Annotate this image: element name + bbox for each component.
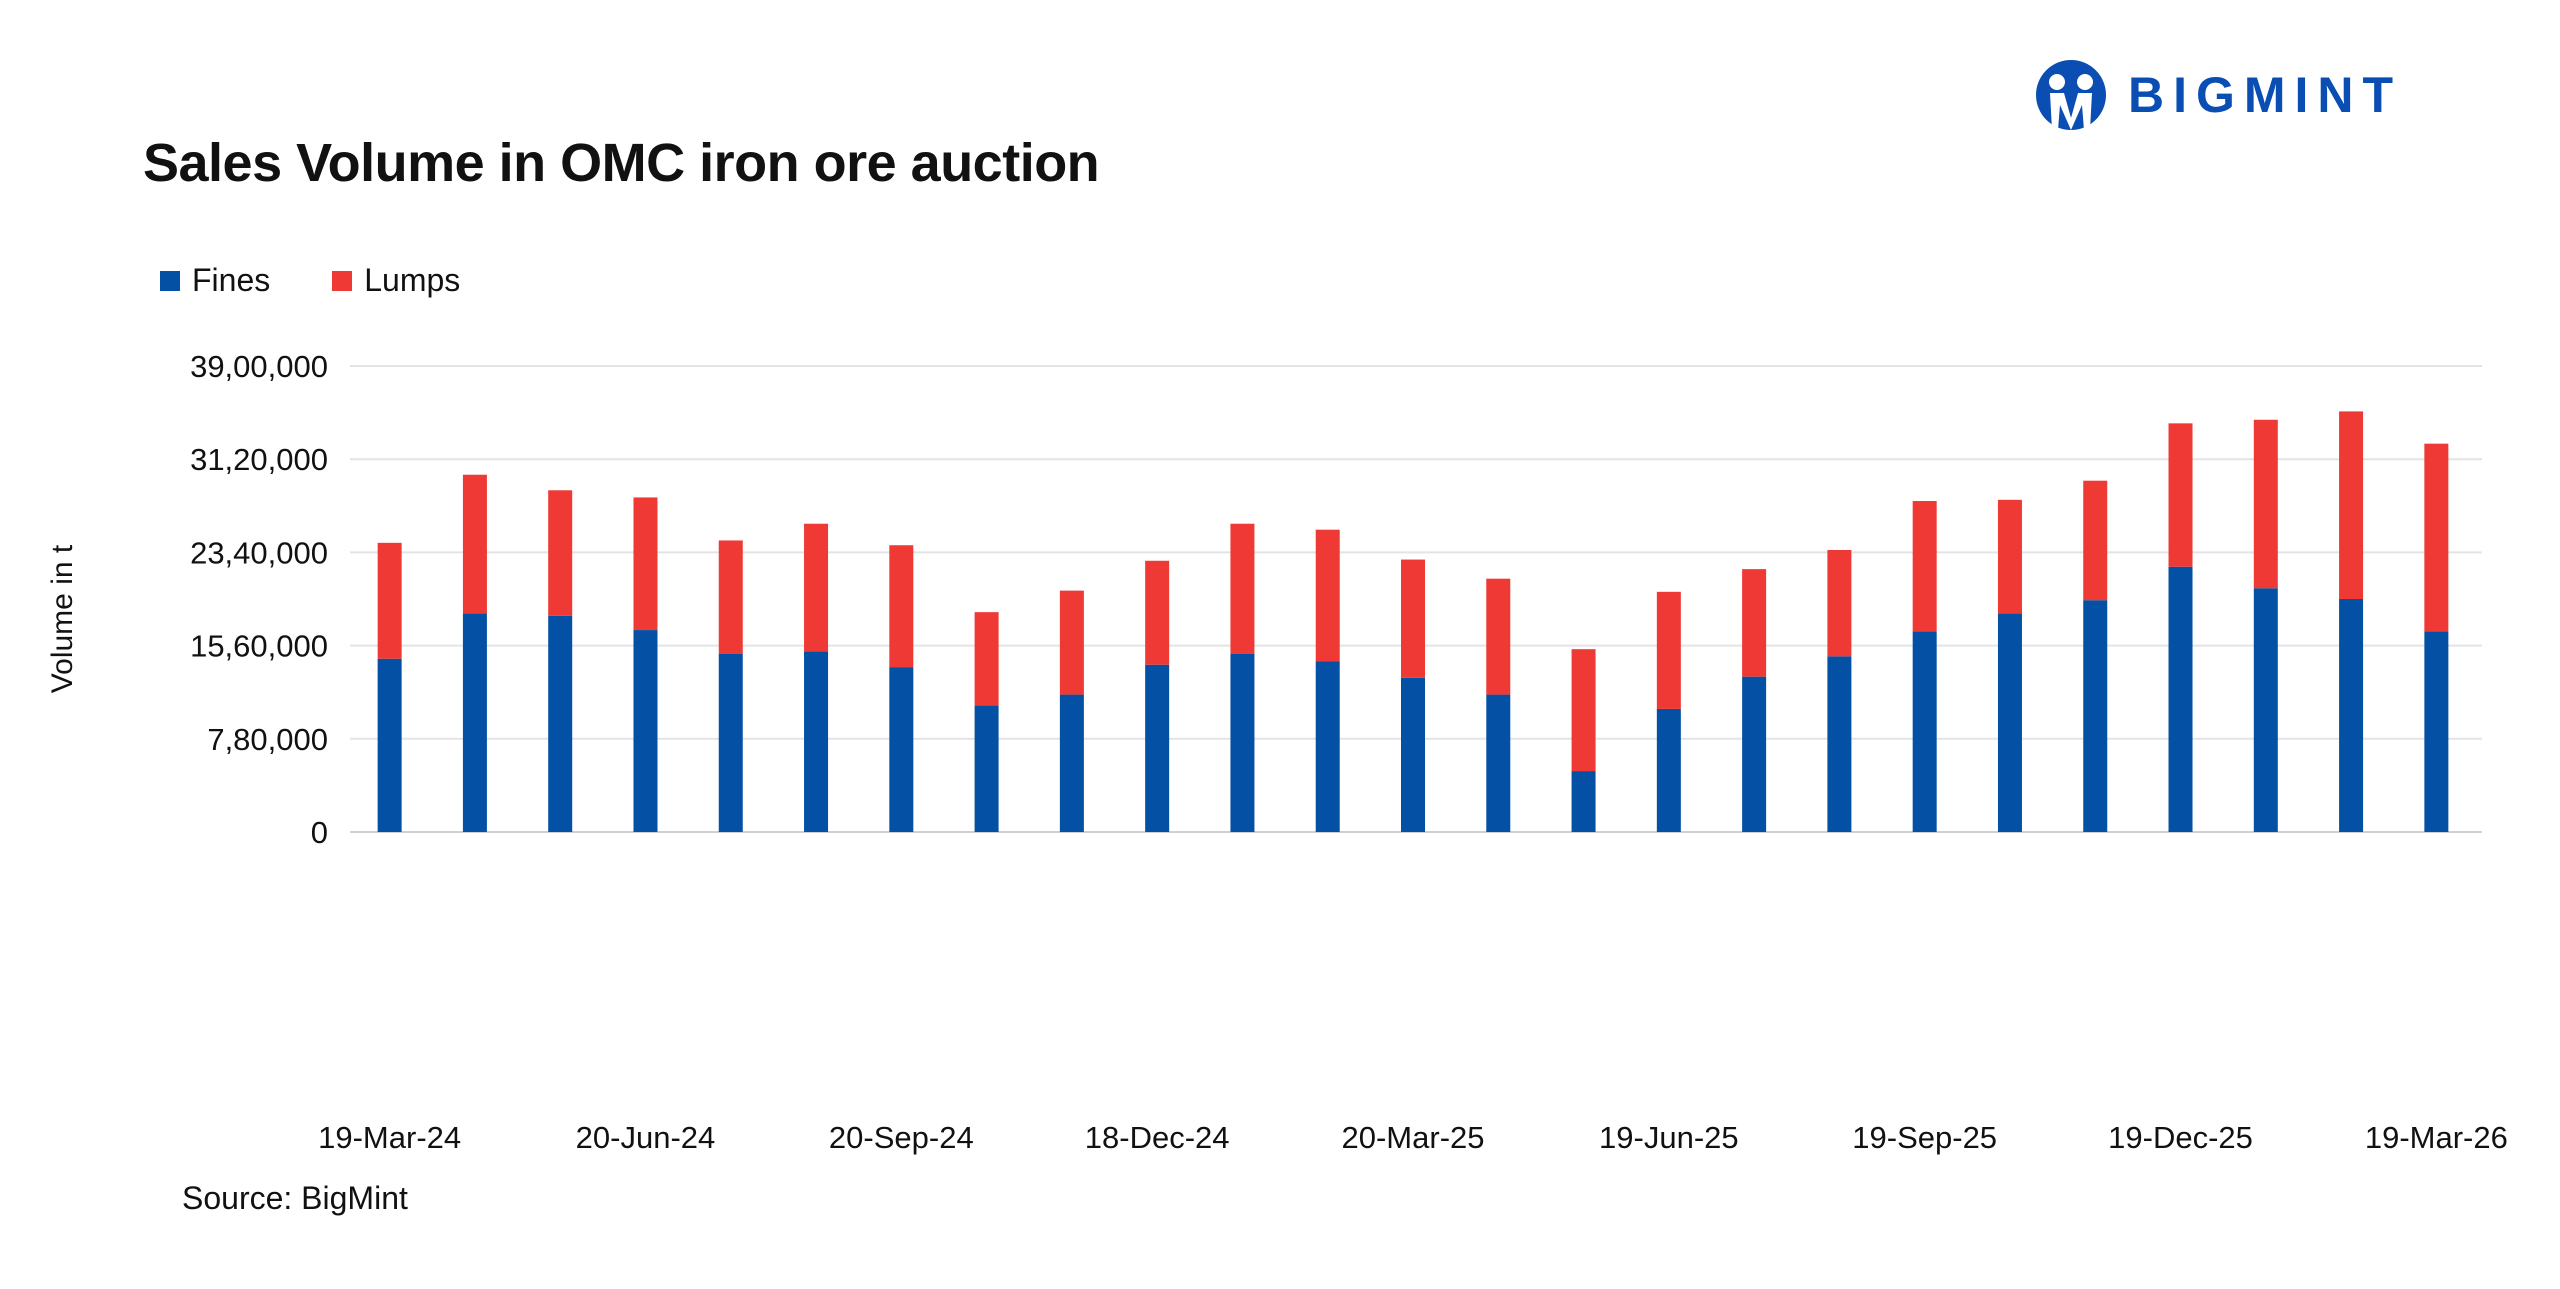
bar-fines <box>633 630 658 832</box>
bar-lumps <box>804 523 829 652</box>
y-tick-label: 7,80,000 <box>207 722 328 757</box>
bar-lumps <box>1656 591 1681 709</box>
brand-name: BIGMINT <box>2128 67 2403 123</box>
bar-fines <box>1827 656 1852 832</box>
bar-lumps <box>462 474 487 614</box>
bar-fines <box>1571 771 1596 832</box>
y-tick-label: 31,20,000 <box>190 442 328 477</box>
bar-lumps <box>1997 499 2022 614</box>
y-tick-label: 0 <box>311 815 328 850</box>
bigmint-logo: BIGMINT <box>2032 60 2402 130</box>
bar-lumps <box>1742 569 1767 677</box>
bar-lumps <box>633 497 658 631</box>
bar-fines <box>804 651 829 832</box>
bar-fines <box>889 667 914 832</box>
bar-lumps <box>2339 411 2364 599</box>
bar-fines <box>1486 694 1511 832</box>
bar-lumps <box>718 540 743 654</box>
bar-fines <box>1145 664 1170 832</box>
bar-fines <box>2339 599 2364 832</box>
legend-item-lumps: Lumps <box>332 262 460 299</box>
x-tick-label: 18-Dec-24 <box>1085 1120 1230 1155</box>
bar-fines <box>1315 661 1340 832</box>
bar-fines <box>1742 676 1767 832</box>
x-tick-label: 19-Jun-25 <box>1599 1120 1739 1155</box>
x-tick-label: 19-Mar-24 <box>318 1120 461 1155</box>
bar-lumps <box>1230 523 1255 654</box>
legend-label-fines: Fines <box>192 262 271 298</box>
bar-lumps <box>1912 501 1937 632</box>
bar-lumps <box>2083 480 2108 601</box>
x-tick-label: 19-Mar-26 <box>2365 1120 2508 1155</box>
bar-lumps <box>377 542 402 659</box>
bar-fines <box>377 658 402 832</box>
bar-fines <box>1912 631 1937 832</box>
bar-fines <box>548 615 573 832</box>
x-tick-label: 19-Dec-25 <box>2108 1120 2253 1155</box>
source-note: Source: BigMint <box>182 1180 408 1216</box>
bar-fines <box>974 705 999 832</box>
x-tick-label: 19-Sep-25 <box>1852 1120 1997 1155</box>
legend: Fines Lumps <box>160 262 460 299</box>
x-tick-label: 20-Mar-25 <box>1342 1120 1485 1155</box>
bar-fines <box>718 653 743 832</box>
bar-lumps <box>974 612 999 706</box>
x-tick-label: 20-Jun-24 <box>576 1120 716 1155</box>
legend-label-lumps: Lumps <box>364 262 461 298</box>
bar-lumps <box>548 490 573 616</box>
bar-lumps <box>1571 649 1596 772</box>
legend-swatch-fines <box>160 270 180 291</box>
bar-fines <box>2253 588 2278 832</box>
bar-lumps <box>2253 419 2278 589</box>
legend-item-fines: Fines <box>160 262 270 299</box>
x-tick-label: 20-Sep-24 <box>829 1120 974 1155</box>
bigmint-logo-icon <box>2036 60 2106 130</box>
bar-fines <box>1230 653 1255 832</box>
y-axis-label: Volume in t <box>46 544 79 693</box>
bar-lumps <box>1486 578 1511 695</box>
bar-fines <box>1401 677 1425 832</box>
bar-lumps <box>2424 443 2449 632</box>
legend-swatch-lumps <box>332 270 353 291</box>
bar-fines <box>462 613 487 832</box>
y-tick-label: 15,60,000 <box>190 629 328 664</box>
bar-fines <box>2424 631 2449 832</box>
bar-lumps <box>889 545 914 668</box>
y-tick-label: 23,40,000 <box>190 535 328 570</box>
bar-lumps <box>1827 550 1852 657</box>
bar-fines <box>1059 694 1084 832</box>
bar-fines <box>1997 613 2022 832</box>
bar-fines <box>2083 600 2108 832</box>
bar-lumps <box>1315 529 1340 662</box>
bar-lumps <box>1059 590 1084 695</box>
y-tick-label: 39,00,000 <box>190 349 328 384</box>
bar-lumps <box>2168 423 2193 567</box>
chart-title: Sales Volume in OMC iron ore auction <box>143 133 1100 193</box>
bar-fines <box>2168 566 2193 832</box>
bar-lumps <box>1145 560 1170 665</box>
bar-lumps <box>1401 559 1425 678</box>
bar-fines <box>1656 708 1681 832</box>
